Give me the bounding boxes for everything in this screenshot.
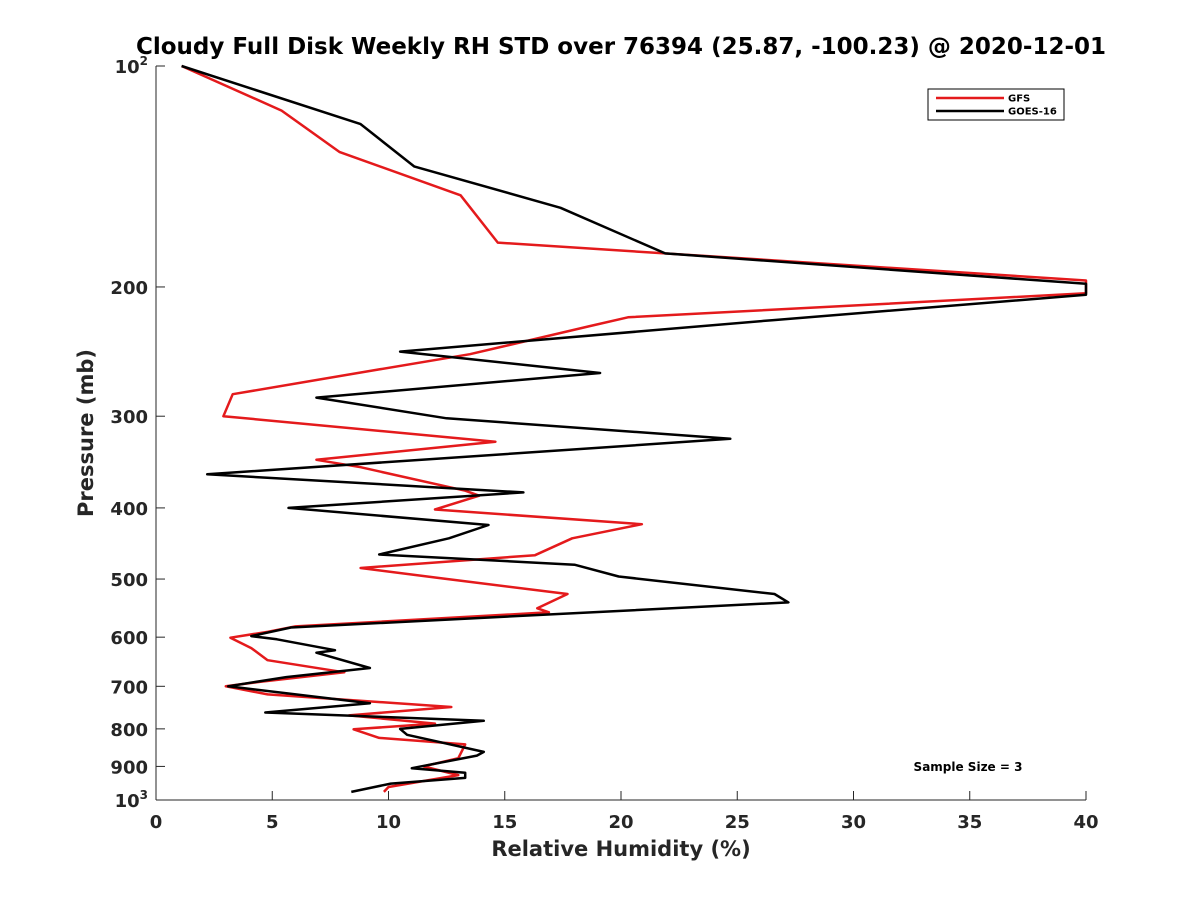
x-tick-label: 15 bbox=[492, 812, 517, 833]
y-tick-label: 200 bbox=[110, 278, 148, 299]
y-axis-label: Pressure (mb) bbox=[74, 349, 98, 517]
y-tick-label: 400 bbox=[110, 499, 148, 520]
plot-area bbox=[156, 66, 1086, 800]
y-tick-label: 500 bbox=[110, 570, 148, 591]
y-tick-label: 103 bbox=[115, 788, 148, 812]
y-tick-label: 900 bbox=[110, 757, 148, 778]
x-ticks: 0 5 10 15 20 25 30 35 40 bbox=[150, 791, 1099, 833]
y-tick-label: 800 bbox=[110, 720, 148, 741]
legend: GFS GOES-16 bbox=[927, 88, 1065, 121]
x-tick-label: 35 bbox=[957, 812, 982, 833]
y-tick-label: 102 bbox=[115, 54, 148, 78]
x-tick-label: 10 bbox=[376, 812, 401, 833]
x-tick-label: 0 bbox=[150, 812, 163, 833]
x-axis-label: Relative Humidity (%) bbox=[491, 837, 750, 861]
x-tick-label: 40 bbox=[1073, 812, 1098, 833]
y-tick-label: 600 bbox=[110, 628, 148, 649]
sample-size-annotation: Sample Size = 3 bbox=[914, 760, 1023, 774]
legend-label-gfs: GFS bbox=[1008, 94, 1030, 105]
x-tick-label: 30 bbox=[841, 812, 866, 833]
x-tick-label: 25 bbox=[725, 812, 750, 833]
data-lines bbox=[181, 64, 1088, 794]
x-tick-label: 5 bbox=[266, 812, 279, 833]
chart-title: Cloudy Full Disk Weekly RH STD over 7639… bbox=[136, 34, 1106, 60]
y-tick-label: 700 bbox=[110, 677, 148, 698]
series-line-gfs bbox=[181, 64, 1088, 793]
series-line-goes-16 bbox=[181, 64, 1088, 794]
x-tick-label: 20 bbox=[608, 812, 633, 833]
legend-box bbox=[927, 88, 1065, 121]
y-ticks: 102 200 300 400 500 600 700 800 900 103 bbox=[110, 54, 165, 812]
y-tick-label: 300 bbox=[110, 407, 148, 428]
legend-label-goes-16: GOES-16 bbox=[1008, 107, 1057, 118]
